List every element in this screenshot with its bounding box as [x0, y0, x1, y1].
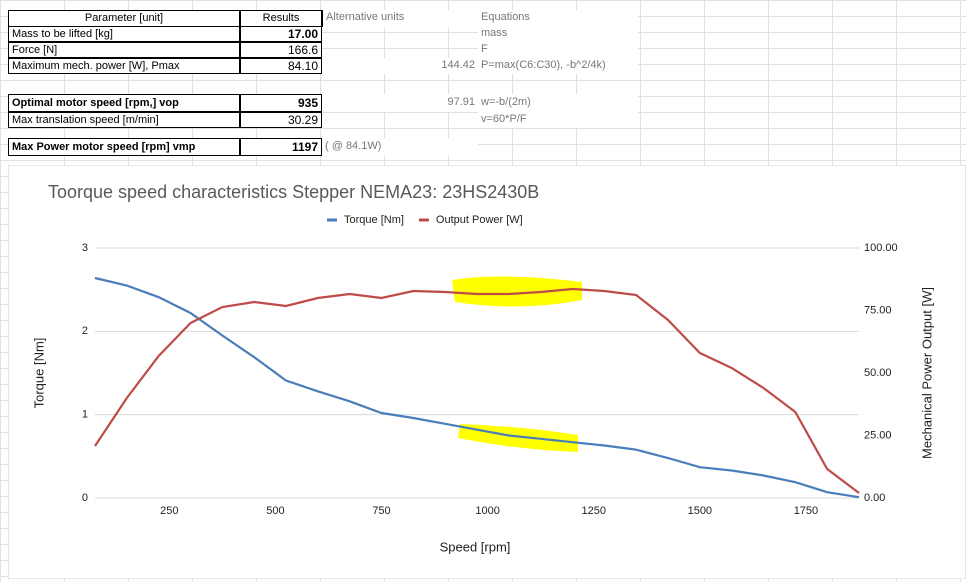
series-line: [94, 287, 860, 494]
cell[interactable]: Max Power motor speed [rpm] vmp: [8, 138, 240, 156]
x-tick-label: 250: [160, 505, 178, 517]
cell[interactable]: 84.10: [240, 58, 322, 74]
highlight: [452, 276, 582, 307]
chart-title: Toorque speed characteristics Stepper NE…: [48, 182, 539, 202]
y2-tick-label: 50.00: [864, 367, 892, 379]
cell[interactable]: 97.91: [322, 94, 478, 112]
x-tick-label: 500: [266, 505, 284, 517]
cell[interactable]: w=-b/(2m): [478, 94, 638, 112]
y2-tick-label: 0.00: [864, 492, 885, 504]
chart-area: [8, 165, 966, 579]
y2-tick-label: 75.00: [864, 304, 892, 316]
legend-label: Output Power [W]: [436, 214, 523, 226]
cell[interactable]: Maximum mech. power [W], Pmax: [8, 58, 240, 74]
cell[interactable]: 1197: [240, 138, 322, 156]
cell[interactable]: 144.42: [322, 58, 478, 74]
y-tick-label: 1: [82, 409, 88, 421]
y-tick-label: 2: [82, 325, 88, 337]
cell[interactable]: Force [N]: [8, 42, 240, 58]
x-tick-label: 1500: [688, 505, 712, 517]
y-tick-label: 3: [82, 242, 88, 254]
plot: 0 1 2 3 0.00 25.00 50.00 75.00 100.00 250 500 750 10…: [82, 214, 898, 517]
y2-axis-title: Mechanical Power Output [W]: [919, 287, 934, 459]
x-tick-label: 1750: [794, 505, 818, 517]
cell[interactable]: v=60*P/F: [478, 112, 638, 128]
cell[interactable]: Alternative units: [322, 10, 478, 27]
x-tick-label: 1000: [475, 505, 499, 517]
y2-tick-label: 25.00: [864, 429, 892, 441]
y-axis-title: Torque [Nm]: [31, 338, 46, 409]
x-tick-label: 750: [372, 505, 390, 517]
y2-tick-label: 100.00: [864, 242, 898, 254]
cell[interactable]: ( @ 84.1W): [322, 138, 478, 156]
cell[interactable]: Results: [240, 10, 322, 27]
chart: Toorque speed characteristics Stepper NE…: [8, 165, 966, 579]
cell[interactable]: 30.29: [240, 112, 322, 128]
legend-label: Torque [Nm]: [344, 214, 404, 226]
cell[interactable]: 935: [240, 94, 322, 112]
cell[interactable]: 166.6: [240, 42, 322, 58]
cell[interactable]: Parameter [unit]: [8, 10, 240, 27]
cell[interactable]: Max translation speed [m/min]: [8, 112, 240, 128]
y-tick-label: 0: [82, 492, 88, 504]
cell[interactable]: F: [478, 42, 638, 58]
series-line: [94, 276, 860, 499]
cell[interactable]: mass: [478, 26, 638, 42]
x-tick-label: 1250: [581, 505, 605, 517]
cell[interactable]: P=max(C6:C30), -b^2/4k): [478, 58, 638, 74]
x-axis-title: Speed [rpm]: [440, 539, 511, 554]
cell[interactable]: Mass to be lifted [kg]: [8, 26, 240, 42]
cell[interactable]: 17.00: [240, 26, 322, 42]
cell[interactable]: Optimal motor speed [rpm,] vop: [8, 94, 240, 112]
cell[interactable]: Equations: [478, 10, 638, 27]
